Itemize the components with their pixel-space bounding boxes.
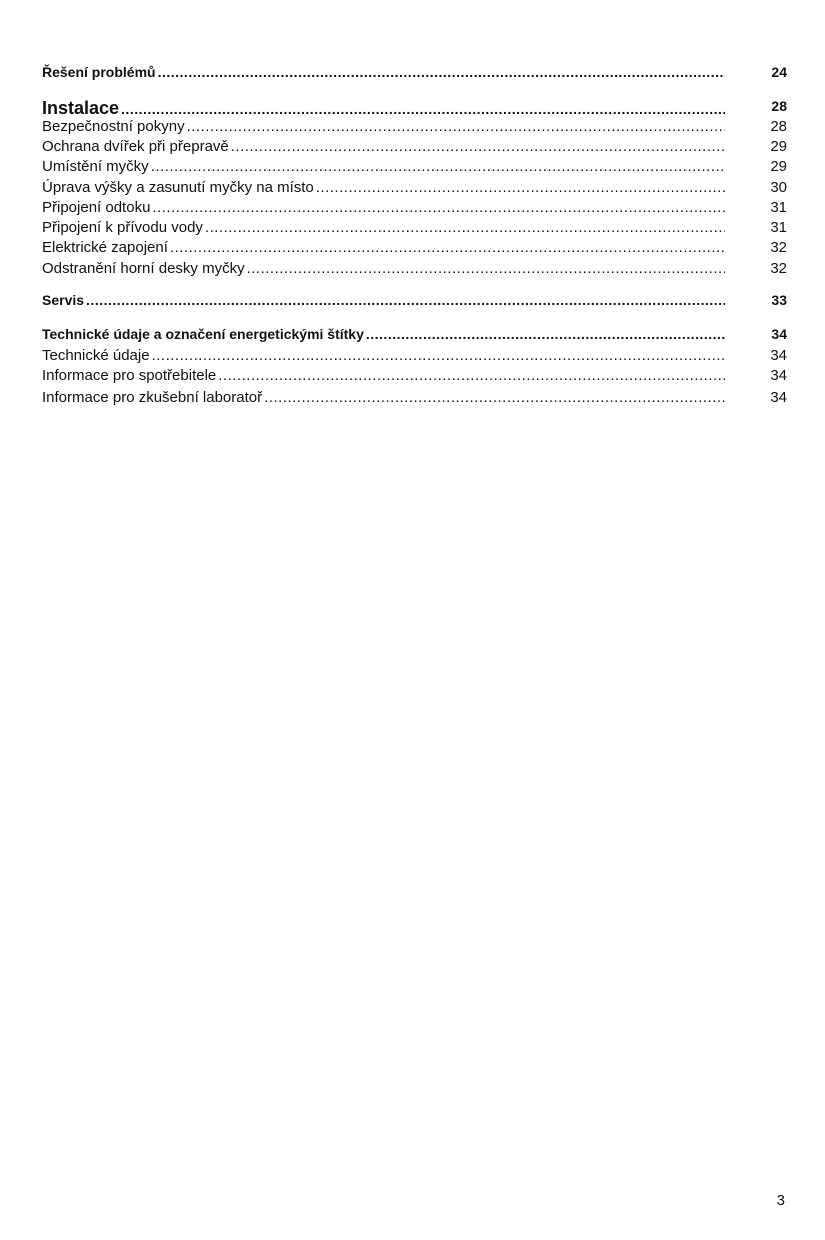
toc-entry-title: Umístění myčky [42, 158, 149, 175]
dot-leader [152, 199, 725, 216]
toc-entry-page: 28 [771, 98, 787, 114]
toc-entry[interactable]: Ochrana dvířek při přepravě 29 [42, 138, 787, 158]
toc-entry[interactable]: Úprava výšky a zasunutí myčky na místo 30 [42, 179, 787, 199]
toc-entry-page: 32 [770, 260, 787, 277]
dot-leader [366, 326, 725, 342]
dot-leader [231, 138, 725, 155]
dot-leader [218, 367, 725, 384]
toc-entry[interactable]: Řešení problémů 24 [42, 64, 787, 84]
toc-entry-page: 34 [770, 347, 787, 364]
toc-entry-title: Informace pro zkušební laboratoř [42, 389, 263, 406]
dot-leader [170, 239, 725, 256]
toc-entry-page: 30 [770, 179, 787, 196]
dot-leader [205, 219, 725, 236]
toc-entry-title: Bezpečnostní pokyny [42, 118, 185, 135]
toc-entry-page: 34 [770, 389, 787, 406]
toc-entry[interactable]: Technické údaje a označení energetickými… [42, 326, 787, 346]
toc-entry-title: Technické údaje [42, 347, 150, 364]
toc-entry[interactable]: Odstranění horní desky myčky 32 [42, 260, 787, 280]
dot-leader [187, 118, 725, 135]
toc-entry[interactable]: Servis 33 [42, 292, 787, 312]
dot-leader [264, 389, 725, 406]
toc-entry-title: Ochrana dvířek při přepravě [42, 138, 229, 155]
toc-entry-page: 33 [771, 292, 787, 308]
toc-entry-title: Informace pro spotřebitele [42, 367, 217, 384]
toc-entry-title: Připojení k přívodu vody [42, 219, 203, 236]
toc-entry-page: 32 [770, 239, 787, 256]
toc-entry-title: Řešení problémů [42, 64, 156, 80]
toc-entry-title: Instalace [42, 98, 120, 118]
toc-entry-title: Elektrické zapojení [42, 239, 168, 256]
toc-entry-page: 34 [770, 367, 787, 384]
toc-entry-page: 31 [770, 219, 787, 236]
toc-entry-title: Připojení odtoku [42, 199, 151, 216]
toc-entry[interactable]: Umístění myčky 29 [42, 158, 787, 178]
page-number: 3 [776, 1192, 785, 1209]
toc-entry[interactable]: Připojení k přívodu vody 31 [42, 219, 787, 239]
toc-entry[interactable]: Informace pro zkušební laboratoř 34 [42, 389, 787, 409]
toc-entry[interactable]: Informace pro spotřebitele 34 [42, 367, 787, 387]
toc-entry-title: Servis [42, 292, 85, 308]
toc-entry-page: 29 [770, 158, 787, 175]
toc-entry-title: Odstranění horní desky myčky [42, 260, 245, 277]
dot-leader [86, 292, 725, 308]
toc-entry-title: Technické údaje a označení energetickými… [42, 326, 364, 342]
dot-leader [152, 347, 725, 364]
dot-leader [121, 101, 725, 117]
toc-entry-page: 24 [771, 64, 787, 80]
toc-entry[interactable]: Elektrické zapojení 32 [42, 239, 787, 259]
toc-entry-page: 28 [770, 118, 787, 135]
dot-leader [247, 260, 725, 277]
toc-entry-page: 31 [770, 199, 787, 216]
toc-entry-page: 29 [770, 138, 787, 155]
toc-entry[interactable]: Technické údaje 34 [42, 347, 787, 367]
toc-entry[interactable]: Bezpečnostní pokyny 28 [42, 118, 787, 138]
dot-leader [316, 179, 725, 196]
toc-entry[interactable]: Instalace 28 [42, 98, 787, 118]
dot-leader [151, 158, 725, 175]
dot-leader [158, 64, 725, 80]
toc-entry-title: Úprava výšky a zasunutí myčky na místo [42, 179, 314, 196]
toc-entry[interactable]: Připojení odtoku 31 [42, 199, 787, 219]
toc-entry-page: 34 [771, 326, 787, 342]
